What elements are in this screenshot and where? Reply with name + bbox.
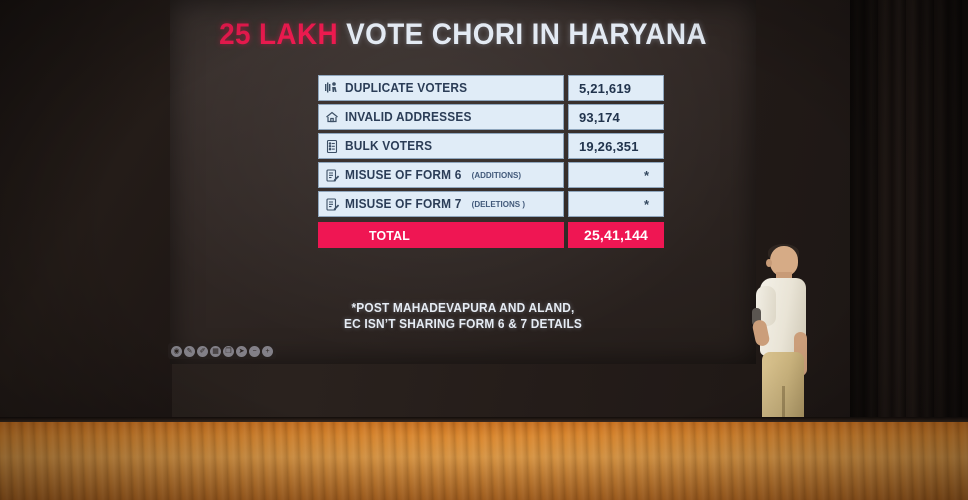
presenter-neck (776, 272, 792, 282)
row-value-cell: 5,21,619 (568, 75, 664, 101)
row-value: * (643, 196, 649, 212)
row-value-cell: 93,174 (568, 104, 664, 130)
zoom-out-icon[interactable]: − (249, 345, 260, 357)
row-label: MISUSE OF FORM 6 (345, 168, 462, 182)
footnote-line-1: *POST MAHADEVAPURA AND ALAND, (351, 301, 575, 315)
house-icon (319, 110, 345, 124)
total-value-cell: 25,41,144 (568, 222, 664, 248)
row-label-cell: MISUSE OF FORM 7 (DELETIONS ) (318, 191, 564, 217)
table-row: MISUSE OF FORM 7 (DELETIONS ) * (318, 191, 664, 217)
table-row-total: TOTAL 25,41,144 (318, 222, 664, 248)
table-row: BULK VOTERS 19,26,351 (318, 133, 664, 159)
row-label-cell: BULK VOTERS (318, 133, 564, 159)
stage-edge (0, 417, 968, 422)
table-row: DUPLICATE VOTERS 5,21,619 (318, 75, 664, 101)
table-row: INVALID ADDRESSES 93,174 (318, 104, 664, 130)
wooden-floor (0, 422, 968, 500)
presenter-head (770, 246, 798, 276)
row-label-cell: INVALID ADDRESSES (318, 104, 564, 130)
pen-icon[interactable]: ✎ (184, 345, 195, 357)
row-value-cell: * (568, 162, 664, 188)
total-label-cell: TOTAL (318, 222, 564, 248)
projection-screen: 25 LAKH VOTE CHORI IN HARYANA DUPLICA (170, 0, 756, 364)
pointer-icon[interactable]: ◉ (171, 345, 182, 357)
total-value: 25,41,144 (583, 227, 649, 243)
slide-title: 25 LAKH VOTE CHORI IN HARYANA (191, 18, 736, 52)
row-label: MISUSE OF FORM 7 (345, 197, 462, 211)
crowd-people-icon (319, 81, 345, 95)
presentation-toolbar[interactable]: ◉ ✎ ✐ ▦ ❐ ➤ − + (168, 343, 276, 359)
row-value-cell: * (568, 191, 664, 217)
form-edit-icon (319, 168, 345, 183)
total-label: TOTAL (369, 227, 410, 243)
list-document-icon (319, 139, 345, 154)
presentation-slide: 25 LAKH VOTE CHORI IN HARYANA DUPLICA (170, 0, 756, 364)
row-value-cell: 19,26,351 (568, 133, 664, 159)
screen-icon[interactable]: ❐ (223, 345, 234, 357)
table-row: MISUSE OF FORM 6 (ADDITIONS) * (318, 162, 664, 188)
row-value: 93,174 (579, 109, 620, 125)
row-sublabel: (DELETIONS ) (471, 199, 525, 209)
stats-table: DUPLICATE VOTERS 5,21,619 INVALID ADDRES (318, 75, 664, 251)
zoom-in-icon[interactable]: + (262, 345, 273, 357)
footnote-line-2: EC ISN’T SHARING FORM 6 & 7 DETAILS (343, 317, 583, 331)
row-label: BULK VOTERS (345, 139, 433, 153)
slide-footnote: *POST MAHADEVAPURA AND ALAND, EC ISN’T S… (185, 300, 742, 332)
slide-title-highlight: 25 LAKH (219, 18, 339, 51)
presenter-ear (766, 259, 772, 267)
row-value: * (643, 167, 649, 183)
row-label: INVALID ADDRESSES (345, 110, 472, 124)
slide-grid-icon[interactable]: ▦ (210, 345, 221, 357)
row-label-cell: MISUSE OF FORM 6 (ADDITIONS) (318, 162, 564, 188)
row-value: 5,21,619 (579, 80, 632, 96)
presenter-sleeve (756, 286, 776, 326)
row-value: 19,26,351 (579, 138, 639, 154)
form-edit-icon (319, 197, 345, 212)
row-label: DUPLICATE VOTERS (345, 81, 468, 95)
slide-title-rest: VOTE CHORI IN HARYANA (346, 18, 707, 51)
left-wall-panel (0, 0, 172, 430)
row-sublabel: (ADDITIONS) (471, 170, 521, 180)
stage-curtain (850, 0, 968, 440)
row-label-cell: DUPLICATE VOTERS (318, 75, 564, 101)
highlighter-icon[interactable]: ✐ (197, 345, 208, 357)
share-icon[interactable]: ➤ (236, 345, 247, 357)
microphone-icon (752, 308, 761, 326)
